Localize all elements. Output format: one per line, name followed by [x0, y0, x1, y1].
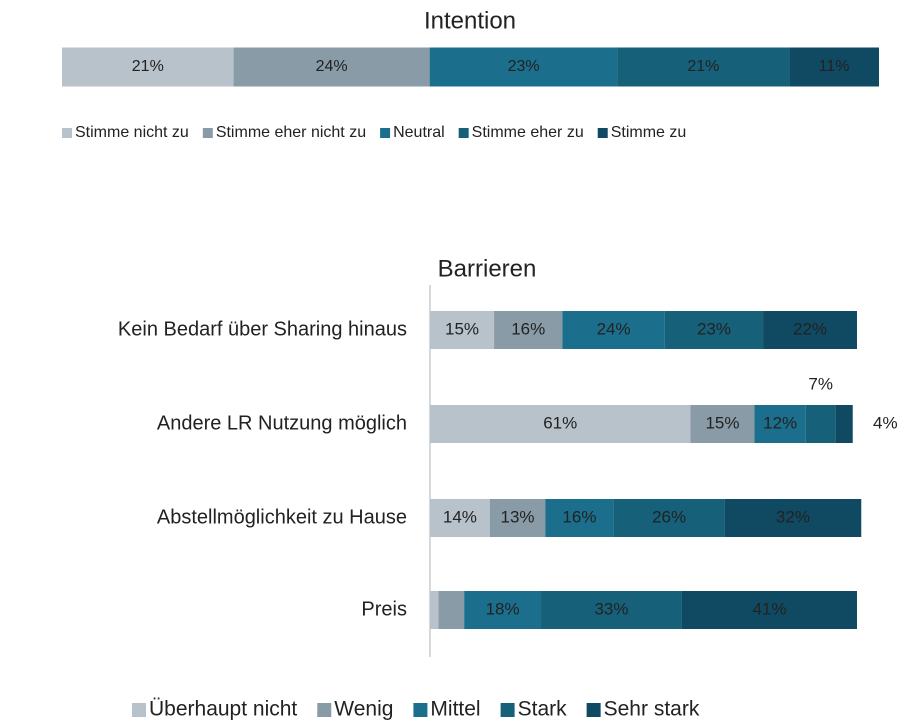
legend-label: Wenig	[334, 698, 393, 721]
value-label: 21%	[132, 58, 164, 75]
legend-label: Neutral	[393, 124, 445, 141]
bar-segment	[754, 405, 806, 443]
value-label: 32%	[776, 507, 810, 526]
value-label: 16%	[562, 507, 596, 526]
bar-segment	[545, 499, 614, 537]
legend-swatch	[500, 703, 515, 717]
value-label: 15%	[705, 413, 739, 432]
bar-segment	[763, 311, 857, 349]
bar-segment	[835, 405, 853, 443]
value-label: 4%	[873, 413, 898, 432]
category-label: Abstellmöglichkeit zu Hause	[157, 506, 407, 528]
category-label: Preis	[361, 598, 407, 620]
legend-swatch	[317, 703, 332, 717]
value-label: 12%	[763, 413, 797, 432]
bar-segment	[664, 311, 764, 349]
legend-swatch	[62, 128, 72, 138]
bar-segment	[617, 47, 790, 87]
legend-label: Stimme eher zu	[472, 124, 584, 141]
value-label: 14%	[443, 507, 477, 526]
value-label: 33%	[594, 599, 628, 618]
value-label: 22%	[793, 319, 827, 338]
legend-label: Überhaupt nicht	[149, 698, 297, 721]
bar-segment	[681, 591, 857, 629]
legend-swatch	[132, 703, 146, 717]
value-label: 15%	[445, 319, 479, 338]
value-label: 26%	[652, 507, 686, 526]
bar-segment	[430, 311, 495, 349]
value-label: 24%	[316, 58, 348, 75]
legend-swatch	[202, 128, 213, 138]
legend-label: Stimme eher nicht zu	[216, 124, 366, 141]
chart-title: Barrieren	[438, 255, 537, 282]
value-label: 18%	[486, 599, 520, 618]
value-label: 21%	[687, 58, 719, 75]
chart-title: Intention	[424, 7, 516, 34]
legend-swatch	[586, 703, 601, 717]
bar-segment	[805, 405, 836, 443]
bar-segment	[233, 47, 430, 87]
value-label: 11%	[819, 58, 850, 75]
bar-segment	[489, 499, 546, 537]
legend-swatch	[380, 128, 391, 138]
legend-swatch	[413, 703, 428, 717]
legend-label: Mittel	[430, 698, 480, 721]
bar-segment	[438, 591, 465, 629]
legend-swatch	[597, 128, 608, 138]
category-label: Andere LR Nutzung möglich	[157, 412, 407, 434]
legend-label: Stimme nicht zu	[75, 124, 189, 141]
value-label: 24%	[597, 319, 631, 338]
legend-swatch	[458, 128, 469, 138]
legend-label: Stimme zu	[611, 124, 687, 141]
bar-segment	[430, 405, 691, 443]
bar-segment	[562, 311, 665, 349]
bar-segment	[430, 591, 439, 629]
value-label: 23%	[508, 58, 540, 75]
value-label: 41%	[752, 599, 786, 618]
value-label: 7%	[808, 374, 833, 393]
value-label: 13%	[501, 507, 535, 526]
bar-segment	[690, 405, 755, 443]
bar-segment	[724, 499, 862, 537]
category-label: Kein Bedarf über Sharing hinaus	[118, 318, 407, 340]
bar-segment	[62, 47, 234, 87]
value-label: 16%	[511, 319, 545, 338]
bar-segment	[613, 499, 725, 537]
bar-segment	[789, 47, 879, 87]
bar-segment	[541, 591, 682, 629]
value-label: 61%	[543, 413, 577, 432]
bar-segment	[494, 311, 563, 349]
bar-segment	[430, 499, 490, 537]
value-label: 23%	[697, 319, 731, 338]
bar-segment	[464, 591, 542, 629]
bar-segment	[429, 47, 618, 87]
legend-label: Stark	[518, 698, 568, 721]
legend-label: Sehr stark	[604, 698, 700, 721]
